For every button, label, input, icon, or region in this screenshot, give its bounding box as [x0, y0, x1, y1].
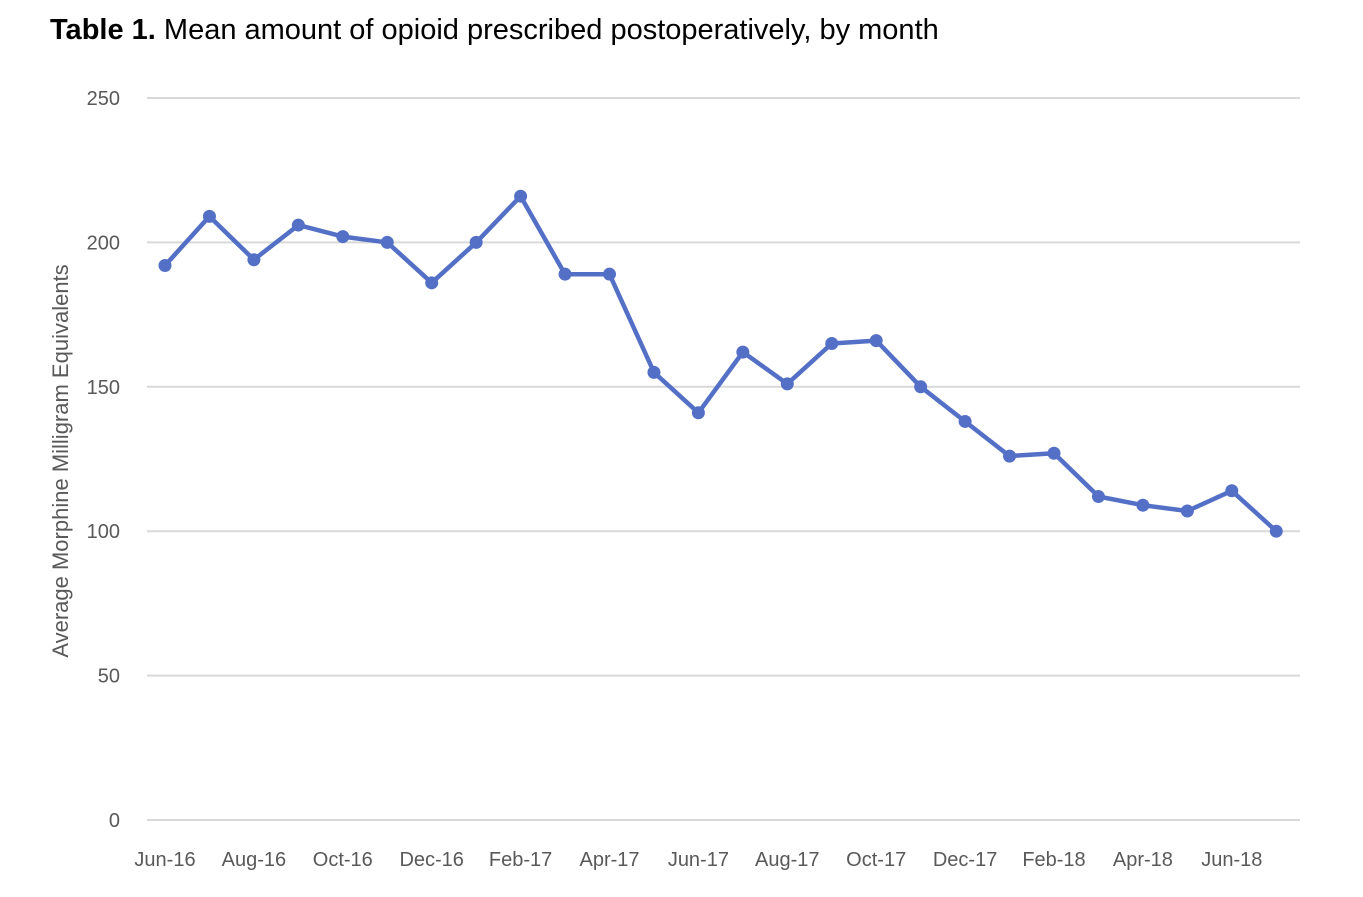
x-tick-label: Jun-16: [134, 849, 195, 871]
x-tick-label: Oct-17: [846, 849, 906, 871]
x-tick-label: Jun-17: [668, 849, 729, 871]
y-axis-label: Average Morphine Milligram Equivalents: [48, 264, 73, 657]
chart-title: Table 1. Mean amount of opioid prescribe…: [50, 14, 939, 47]
x-tick-label: Feb-17: [489, 849, 552, 871]
y-tick-label: 50: [98, 666, 120, 688]
y-tick-label: 200: [87, 232, 120, 254]
data-point: [958, 414, 972, 428]
x-tick-label: Oct-16: [313, 849, 373, 871]
data-point: [558, 267, 572, 281]
x-tick-label: Aug-16: [222, 849, 287, 871]
data-point: [1047, 446, 1061, 460]
data-point: [869, 334, 883, 348]
x-tick-label: Feb-18: [1022, 849, 1085, 871]
data-point: [1136, 498, 1150, 512]
data-point: [736, 345, 750, 359]
y-tick-label: 100: [87, 521, 120, 543]
y-tick-label: 250: [87, 88, 120, 110]
y-tick-label: 150: [87, 377, 120, 399]
data-point: [914, 380, 928, 394]
x-tick-label: Dec-17: [933, 849, 997, 871]
data-point: [1180, 504, 1194, 518]
data-point: [336, 230, 350, 244]
data-point: [514, 189, 528, 203]
x-tick-label: Apr-18: [1113, 849, 1173, 871]
data-point: [1225, 484, 1239, 498]
data-point: [647, 365, 661, 379]
y-tick-label: 0: [109, 810, 120, 832]
data-point: [380, 235, 394, 249]
gridlines: [147, 97, 1300, 821]
data-point: [1091, 490, 1105, 504]
data-point: [780, 377, 794, 391]
data-point: [825, 336, 839, 350]
x-axis-ticks: Jun-16 Aug-16 Oct-16 Dec-16 Feb-17 Apr-17 Jun-…: [134, 849, 1262, 871]
series-line: [162, 193, 1279, 534]
data-point: [425, 276, 439, 290]
y-axis-ticks: 0 50 100 150 200 250: [87, 88, 120, 832]
x-tick-label: Jun-18: [1201, 849, 1262, 871]
data-point: [469, 235, 483, 249]
x-tick-label: Apr-17: [579, 849, 639, 871]
chart-title-text: Mean amount of opioid prescribed postope…: [163, 14, 939, 46]
data-point: [247, 253, 261, 267]
data-point: [202, 209, 216, 223]
x-tick-label: Aug-17: [755, 849, 820, 871]
chart-title-prefix: Table 1.: [50, 14, 156, 46]
data-point: [158, 259, 172, 273]
data-point: [291, 218, 305, 232]
data-point: [603, 267, 616, 281]
data-point: [1269, 524, 1283, 538]
x-tick-label: Dec-16: [399, 849, 463, 871]
series-group: [158, 189, 1283, 538]
data-point: [1003, 449, 1017, 463]
data-point: [691, 406, 705, 420]
